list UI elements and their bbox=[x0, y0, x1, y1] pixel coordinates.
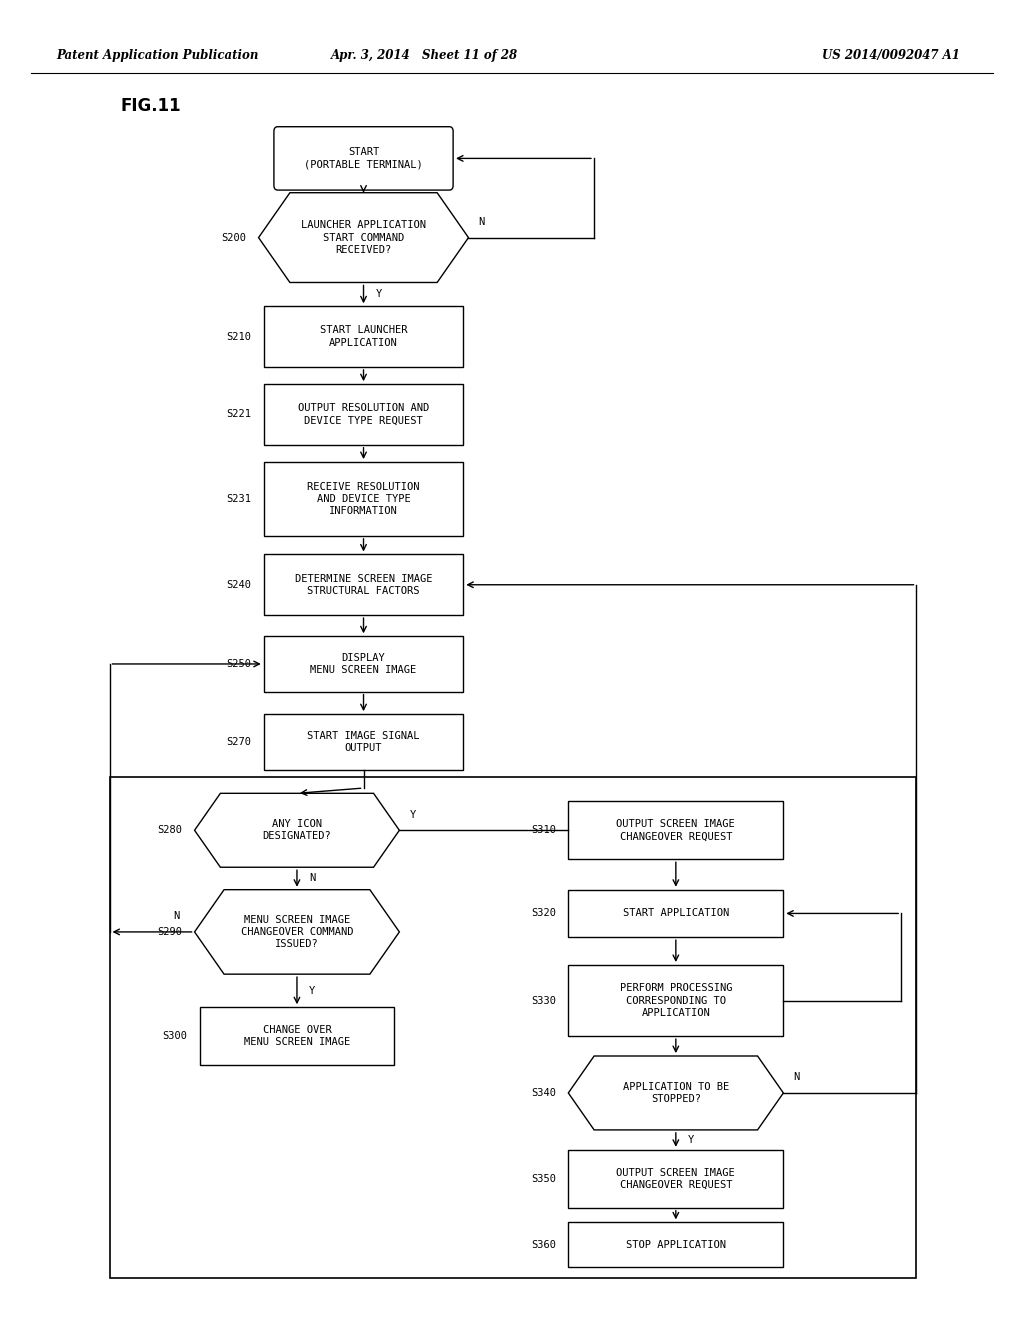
Text: Patent Application Publication: Patent Application Publication bbox=[56, 49, 259, 62]
Text: S280: S280 bbox=[158, 825, 182, 836]
Text: S330: S330 bbox=[531, 995, 556, 1006]
Text: S231: S231 bbox=[226, 494, 251, 504]
Text: S350: S350 bbox=[531, 1173, 556, 1184]
Polygon shape bbox=[568, 1056, 783, 1130]
Bar bbox=[568, 965, 783, 1036]
Bar bbox=[263, 636, 463, 692]
Text: S240: S240 bbox=[226, 579, 251, 590]
Bar bbox=[110, 777, 916, 1278]
Text: CHANGE OVER
MENU SCREEN IMAGE: CHANGE OVER MENU SCREEN IMAGE bbox=[244, 1026, 350, 1047]
Text: Apr. 3, 2014   Sheet 11 of 28: Apr. 3, 2014 Sheet 11 of 28 bbox=[332, 49, 518, 62]
Text: PERFORM PROCESSING
CORRESPONDING TO
APPLICATION: PERFORM PROCESSING CORRESPONDING TO APPL… bbox=[620, 983, 732, 1018]
Bar bbox=[568, 890, 783, 937]
Text: N: N bbox=[173, 911, 179, 921]
Text: OUTPUT RESOLUTION AND
DEVICE TYPE REQUEST: OUTPUT RESOLUTION AND DEVICE TYPE REQUES… bbox=[298, 404, 429, 425]
Text: Y: Y bbox=[309, 986, 315, 995]
Polygon shape bbox=[195, 890, 399, 974]
Text: S210: S210 bbox=[226, 331, 251, 342]
Bar bbox=[263, 462, 463, 536]
Text: ANY ICON
DESIGNATED?: ANY ICON DESIGNATED? bbox=[262, 820, 332, 841]
Text: APPLICATION TO BE
STOPPED?: APPLICATION TO BE STOPPED? bbox=[623, 1082, 729, 1104]
Text: S270: S270 bbox=[226, 737, 251, 747]
Text: S200: S200 bbox=[221, 232, 246, 243]
Text: START LAUNCHER
APPLICATION: START LAUNCHER APPLICATION bbox=[319, 326, 408, 347]
Bar bbox=[568, 801, 783, 859]
Bar bbox=[263, 306, 463, 367]
Text: S250: S250 bbox=[226, 659, 251, 669]
Text: LAUNCHER APPLICATION
START COMMAND
RECEIVED?: LAUNCHER APPLICATION START COMMAND RECEI… bbox=[301, 220, 426, 255]
Text: N: N bbox=[309, 874, 315, 883]
Text: DETERMINE SCREEN IMAGE
STRUCTURAL FACTORS: DETERMINE SCREEN IMAGE STRUCTURAL FACTOR… bbox=[295, 574, 432, 595]
Text: N: N bbox=[478, 216, 485, 227]
Text: Y: Y bbox=[688, 1135, 694, 1144]
Text: Y: Y bbox=[376, 289, 382, 300]
Text: DISPLAY
MENU SCREEN IMAGE: DISPLAY MENU SCREEN IMAGE bbox=[310, 653, 417, 675]
FancyBboxPatch shape bbox=[273, 127, 453, 190]
Text: MENU SCREEN IMAGE
CHANGEOVER COMMAND
ISSUED?: MENU SCREEN IMAGE CHANGEOVER COMMAND ISS… bbox=[241, 915, 353, 949]
Text: N: N bbox=[794, 1072, 800, 1082]
Text: OUTPUT SCREEN IMAGE
CHANGEOVER REQUEST: OUTPUT SCREEN IMAGE CHANGEOVER REQUEST bbox=[616, 1168, 735, 1189]
Text: START APPLICATION: START APPLICATION bbox=[623, 908, 729, 919]
Text: S290: S290 bbox=[158, 927, 182, 937]
Text: S340: S340 bbox=[531, 1088, 556, 1098]
Bar bbox=[568, 1222, 783, 1267]
Polygon shape bbox=[258, 193, 468, 282]
Polygon shape bbox=[195, 793, 399, 867]
Text: S320: S320 bbox=[531, 908, 556, 919]
Bar bbox=[263, 554, 463, 615]
Text: START
(PORTABLE TERMINAL): START (PORTABLE TERMINAL) bbox=[304, 148, 423, 169]
Bar bbox=[263, 384, 463, 445]
Text: OUTPUT SCREEN IMAGE
CHANGEOVER REQUEST: OUTPUT SCREEN IMAGE CHANGEOVER REQUEST bbox=[616, 820, 735, 841]
Text: FIG.11: FIG.11 bbox=[121, 96, 181, 115]
Bar bbox=[568, 1150, 783, 1208]
Text: Y: Y bbox=[410, 809, 416, 820]
Text: US 2014/0092047 A1: US 2014/0092047 A1 bbox=[822, 49, 959, 62]
Text: S310: S310 bbox=[531, 825, 556, 836]
Text: S300: S300 bbox=[163, 1031, 187, 1041]
Text: RECEIVE RESOLUTION
AND DEVICE TYPE
INFORMATION: RECEIVE RESOLUTION AND DEVICE TYPE INFOR… bbox=[307, 482, 420, 516]
Text: S360: S360 bbox=[531, 1239, 556, 1250]
Text: S221: S221 bbox=[226, 409, 251, 420]
Bar bbox=[263, 714, 463, 770]
Text: START IMAGE SIGNAL
OUTPUT: START IMAGE SIGNAL OUTPUT bbox=[307, 731, 420, 752]
Bar bbox=[200, 1007, 394, 1065]
Text: STOP APPLICATION: STOP APPLICATION bbox=[626, 1239, 726, 1250]
